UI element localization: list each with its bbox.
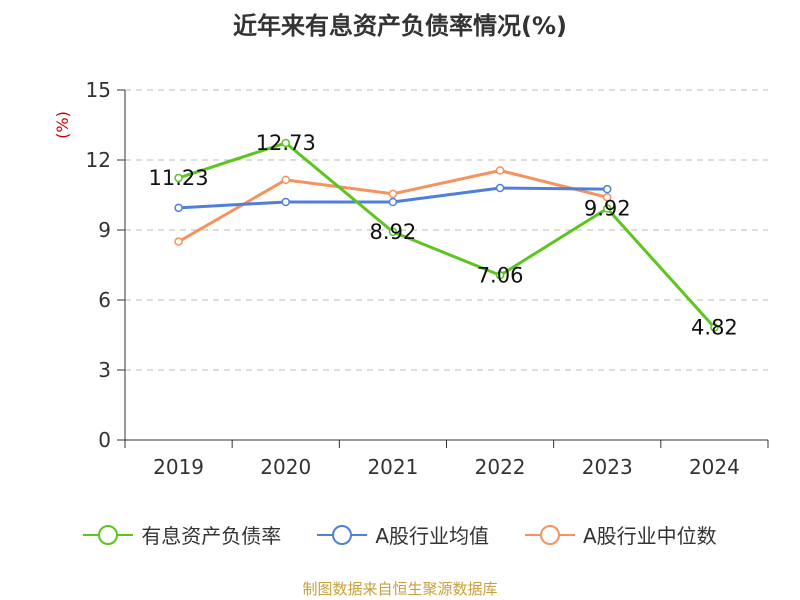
- point-series-1-2022: [495, 271, 505, 280]
- x-tick-label-2021: 2021: [367, 455, 418, 479]
- point-series-1-2021: [388, 227, 398, 237]
- data-label-2022: 7.06: [477, 263, 524, 287]
- point-series-2-2022: [495, 183, 505, 193]
- data-label-2023: 9.92: [584, 197, 631, 221]
- y-tick-label-2: 6: [98, 288, 111, 312]
- legend-label-series-2: A股行业均值: [375, 524, 489, 548]
- x-tick-label-2019: 2019: [153, 455, 204, 479]
- series-line-1: [178, 141, 716, 329]
- point-series-2-2019: [174, 203, 183, 213]
- point-series-2-2021: [388, 197, 398, 207]
- legend-marker-series-2: [317, 524, 368, 545]
- point-series-2-2020: [281, 197, 290, 207]
- x-tick-label-2023: 2023: [582, 455, 633, 479]
- legend-item-series-2[interactable]: A股行业均值: [317, 520, 489, 549]
- y-axis-label: (%): [53, 111, 72, 139]
- point-series-3-2023: [603, 193, 612, 202]
- x-tick-label-2020: 2020: [260, 455, 311, 479]
- legend-item-series-1[interactable]: 有息资产负债率: [83, 520, 281, 549]
- legend-marker-series-1: [83, 524, 134, 545]
- y-tick-label-1: 3: [98, 358, 111, 382]
- data-label-2019: 11.23: [149, 166, 209, 190]
- x-tick-label-2022: 2022: [475, 455, 526, 479]
- point-series-1-2019: [174, 173, 183, 183]
- point-series-1-2024: [710, 323, 719, 332]
- legend-label-series-1: 有息资产负债率: [141, 524, 282, 548]
- point-series-3-2022: [495, 166, 505, 175]
- point-series-3-2019: [174, 237, 183, 246]
- legend-marker-series-3: [525, 524, 575, 545]
- legend-label-series-3: A股行业中位数: [583, 524, 717, 548]
- point-series-2-2023: [603, 184, 612, 194]
- chart-title: 近年来有息资产负债率情况(%): [233, 12, 567, 40]
- y-tick-label-0: 0: [98, 428, 111, 452]
- data-label-2021: 8.92: [370, 220, 417, 244]
- y-tick-label-3: 9: [98, 218, 111, 242]
- point-series-1-2023: [603, 204, 612, 213]
- data-label-2020: 12.73: [256, 131, 316, 155]
- line-chart: 0 3 6 9 12 15 (%) 2019 2020 2021 2022 2023 2024 11.23…: [53, 78, 769, 479]
- data-label-2024: 4.82: [691, 316, 738, 340]
- chart-legend: 有息资产负债率 A股行业均值 A股行业中位数: [0, 520, 800, 549]
- point-series-1-2020: [281, 138, 290, 148]
- point-series-3-2021: [388, 189, 398, 199]
- legend-item-series-3[interactable]: A股行业中位数: [525, 520, 717, 549]
- x-tick-label-2024: 2024: [689, 455, 740, 479]
- y-tick-label-5: 15: [86, 78, 111, 102]
- source-note: 制图数据来自恒生聚源数据库: [302, 580, 498, 598]
- y-tick-label-4: 12: [86, 148, 111, 172]
- point-series-3-2020: [281, 175, 290, 185]
